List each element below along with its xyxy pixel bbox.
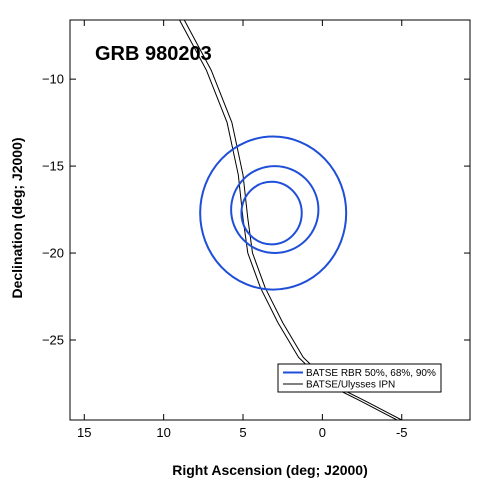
x-axis: 15 10 5 0 -5: [77, 20, 408, 440]
x-tick-label: 0: [319, 425, 326, 440]
y-tick-label: −15: [42, 159, 64, 174]
batse-contour-50: [240, 180, 303, 246]
y-tick-label: −25: [42, 333, 64, 348]
legend-box: [277, 363, 442, 393]
batse-contour-90: [199, 135, 348, 291]
x-tick-label: 15: [77, 425, 91, 440]
plot-background: [70, 20, 470, 420]
batse-contour-68: [230, 165, 320, 255]
x-tick-label: 10: [156, 425, 170, 440]
y-axis: −10 −15 −20 −25: [42, 72, 470, 348]
x-tick-label: -5: [396, 425, 408, 440]
y-tick-label: −20: [42, 246, 64, 261]
plot-frame: [69, 19, 471, 421]
y-tick-label: −10: [42, 72, 64, 87]
legend: BATSE RBR 50%, 68%, 90% BATSE/Ulysses IP…: [277, 363, 442, 393]
chart-title: GRB 980203: [95, 43, 212, 65]
y-axis-label: Declination (deg; J2000): [9, 137, 25, 298]
x-axis-label: Right Ascension (deg; J2000): [172, 462, 368, 478]
legend-entry-ipn: BATSE/Ulysses IPN: [306, 380, 395, 391]
x-tick-label: 5: [239, 425, 246, 440]
legend-entry-batse: BATSE RBR 50%, 68%, 90%: [306, 368, 436, 379]
